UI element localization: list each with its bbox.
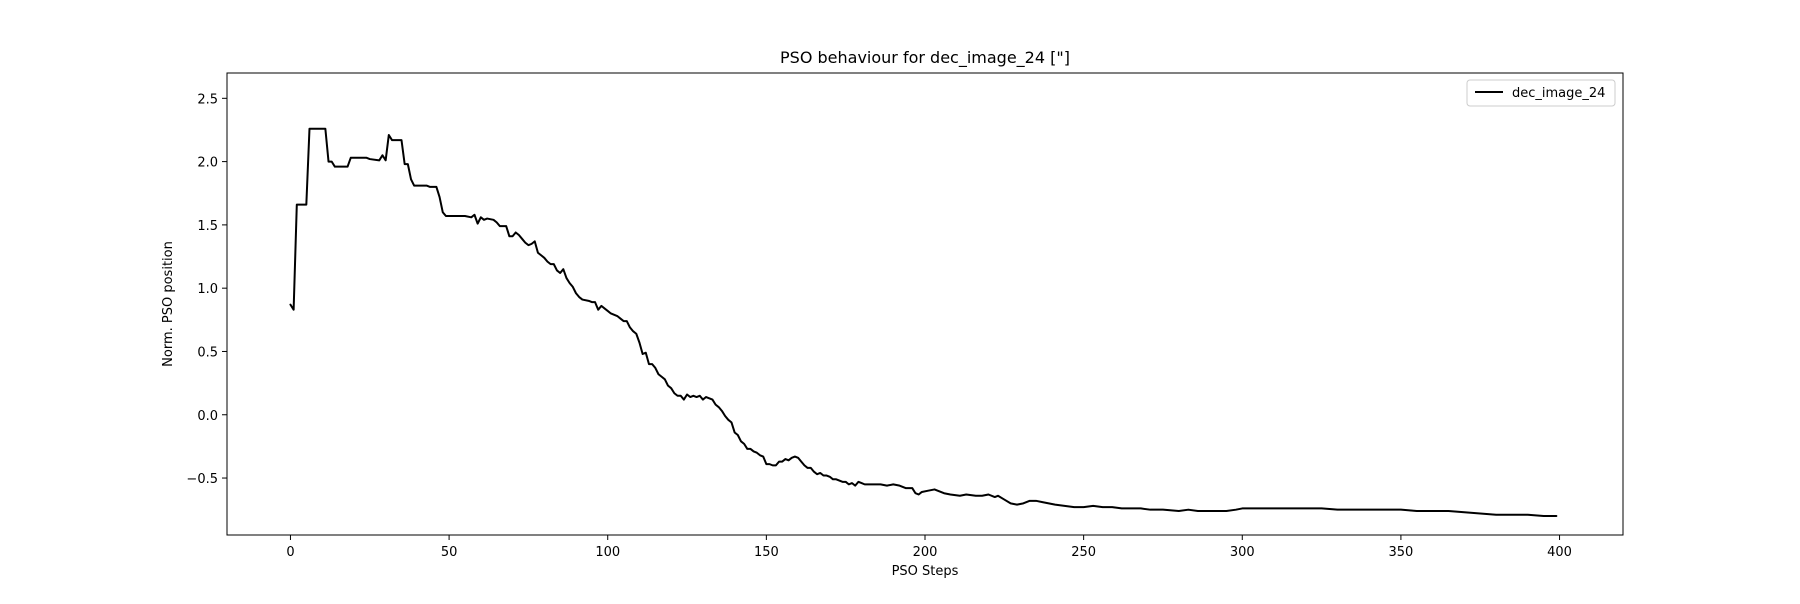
y-tick-label: 1.0 bbox=[197, 282, 218, 297]
x-tick-label: 200 bbox=[913, 545, 938, 560]
y-tick-label: 2.0 bbox=[197, 156, 218, 171]
x-tick-label: 350 bbox=[1388, 545, 1413, 560]
y-tick-label: 2.5 bbox=[197, 92, 218, 107]
tick-layer: 0 50 100 150 200 250 300 350 400 −0.5 0.0 0.5 1.0 1.5… bbox=[186, 92, 1572, 560]
x-tick-label: 100 bbox=[595, 545, 620, 560]
x-tick-label: 0 bbox=[286, 545, 294, 560]
x-tick-label: 150 bbox=[754, 545, 779, 560]
plot-frame bbox=[226, 72, 1624, 536]
x-tick-label: 250 bbox=[1071, 545, 1096, 560]
series-layer bbox=[289, 127, 1558, 518]
x-axis-label: PSO Steps bbox=[892, 564, 959, 579]
y-tick-label: 1.5 bbox=[197, 219, 218, 234]
y-tick-label: −0.5 bbox=[186, 472, 218, 487]
y-tick-label: 0.0 bbox=[197, 409, 218, 424]
x-tick-label: 50 bbox=[441, 545, 458, 560]
legend-label-dec_image_24: dec_image_24 bbox=[1512, 86, 1605, 101]
legend: dec_image_24 bbox=[1466, 79, 1616, 107]
series-line-dec_image_24 bbox=[289, 127, 1558, 518]
y-axis-label: Norm. PSO position bbox=[161, 241, 176, 367]
chart-title: PSO behaviour for dec_image_24 ["] bbox=[780, 48, 1070, 68]
x-tick-label: 400 bbox=[1547, 545, 1572, 560]
x-tick-label: 300 bbox=[1230, 545, 1255, 560]
legend-box bbox=[1466, 79, 1616, 107]
y-tick-label: 0.5 bbox=[197, 345, 218, 360]
